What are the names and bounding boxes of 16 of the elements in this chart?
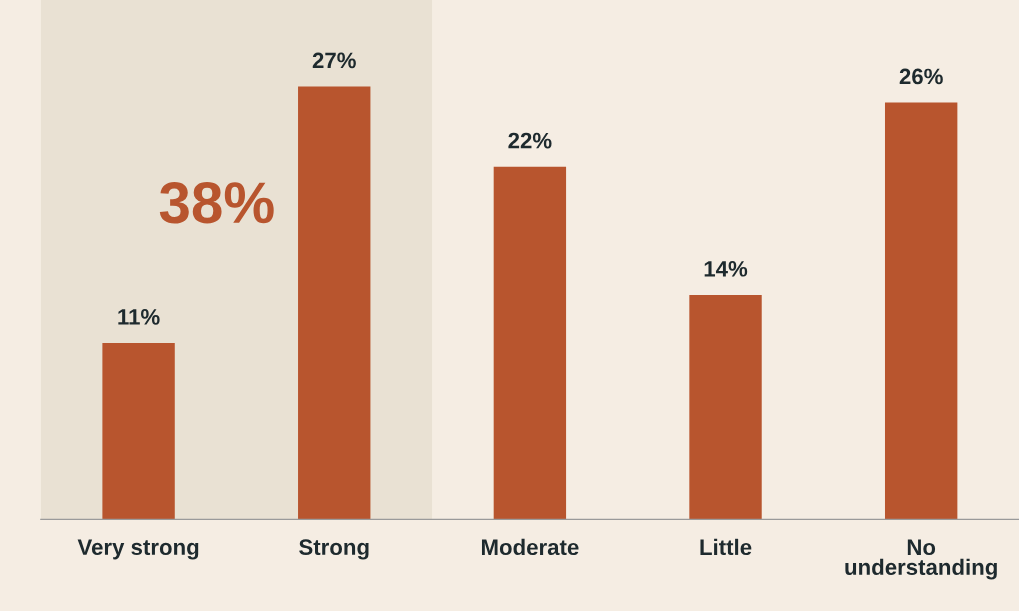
x-tick-label: Moderate [481, 538, 579, 556]
data-label: 26% [899, 68, 943, 85]
x-tick-label: No understanding [845, 539, 997, 580]
bar [493, 166, 567, 520]
data-label: 27% [312, 52, 356, 69]
bar [884, 102, 958, 520]
bar [102, 343, 175, 520]
x-tick-label: Strong [299, 539, 369, 560]
x-tick-label: Very strong [77, 539, 199, 560]
band-label: 38% [159, 182, 274, 224]
bar [689, 294, 762, 520]
bar [298, 86, 371, 520]
x-tick-label: Little [700, 538, 752, 556]
data-label: 22% [508, 132, 552, 149]
data-label: 11% [118, 309, 160, 325]
data-label: 14% [704, 260, 748, 277]
